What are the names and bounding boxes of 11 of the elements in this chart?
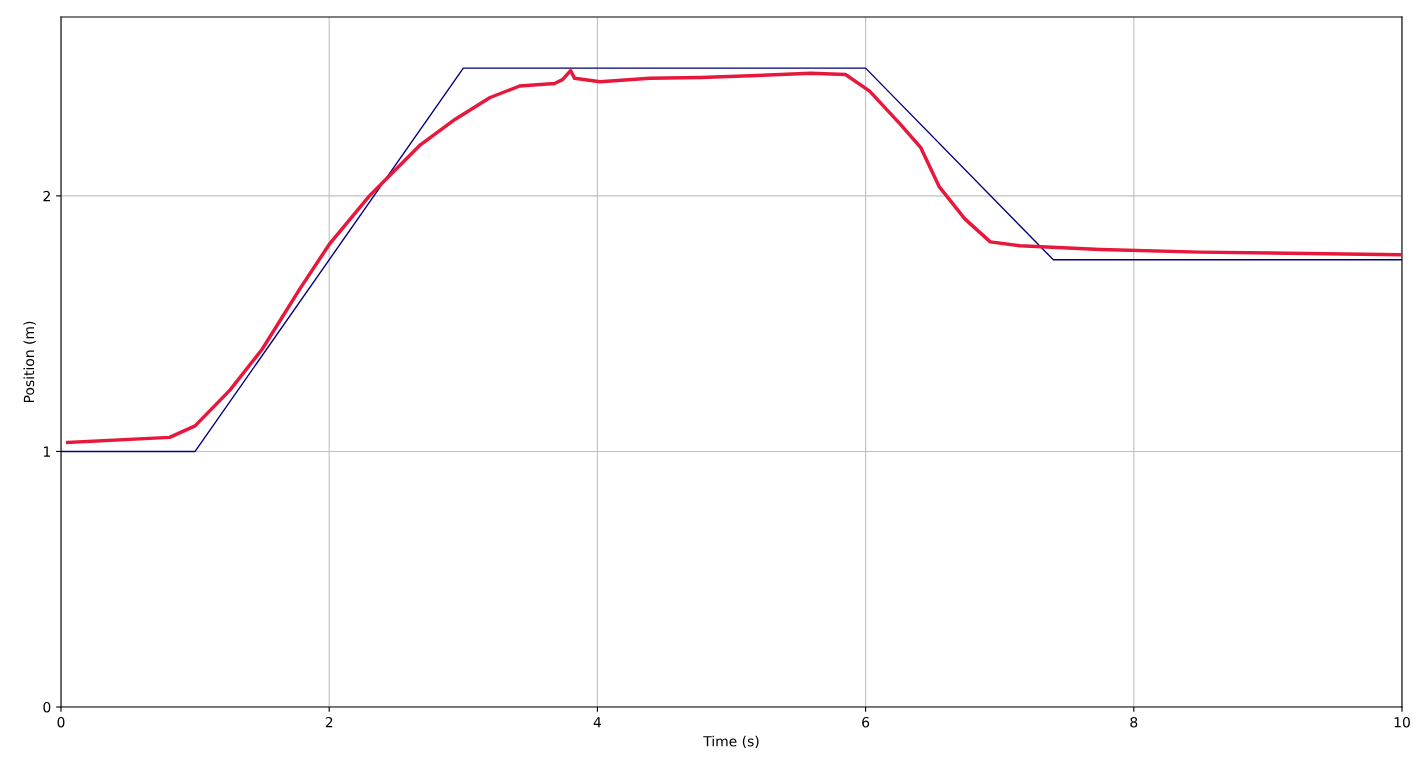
y-tick-label: 1 <box>43 446 50 457</box>
x-tick-label: 0 <box>57 716 65 728</box>
y-tick-label: 2 <box>43 190 50 202</box>
y-axis-title: Position (m) <box>23 321 36 403</box>
x-tick-label: 10 <box>1394 716 1410 728</box>
x-tick-label: 6 <box>862 716 870 728</box>
x-tick-label: 4 <box>593 717 602 728</box>
y-tick-label: 0 <box>43 701 51 713</box>
x-tick-label: 8 <box>1130 716 1138 728</box>
x-tick-label: 2 <box>325 716 333 728</box>
x-axis-title: Time (s) <box>703 735 759 749</box>
